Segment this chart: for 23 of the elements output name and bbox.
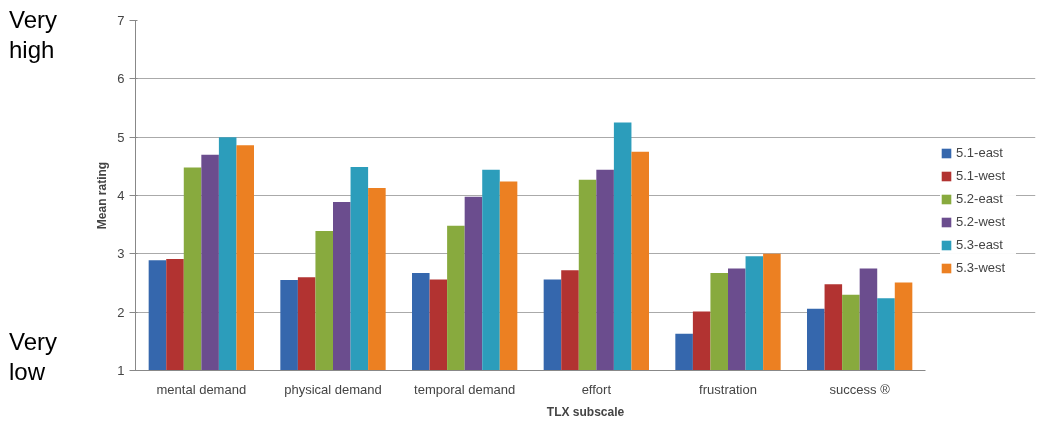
- y-tick-label: 2: [117, 304, 125, 320]
- legend-label: 5.1-east: [956, 145, 1004, 160]
- text: Very high: [9, 5, 59, 65]
- text: Very low: [9, 327, 59, 387]
- x-tick-label: mental demand: [156, 381, 247, 397]
- y-tick-label: 3: [117, 246, 125, 262]
- y-axis-title: Mean rating: [95, 161, 110, 230]
- y-tick-label: 4: [117, 188, 125, 203]
- x-tick-label: frustration: [699, 381, 757, 397]
- legend-label: 5.1-west: [956, 168, 1007, 183]
- x-tick-label: temporal demand: [414, 381, 516, 397]
- y-tick-label: 6: [117, 71, 125, 87]
- x-axis-title: TLX subscale: [546, 404, 625, 419]
- y-tick-label: 7: [117, 13, 125, 28]
- x-tick-label: effort: [581, 381, 612, 397]
- y-tick-label: 1: [117, 363, 125, 378]
- x-tick-label: success ®: [829, 381, 891, 397]
- y-tick-label: 5: [117, 129, 125, 145]
- legend-label: 5.3-east: [956, 237, 1004, 252]
- legend-label: 5.2-west: [956, 214, 1007, 229]
- legend-label: 5.3-west: [956, 260, 1007, 275]
- legend-label: 5.2-east: [956, 191, 1004, 206]
- x-tick-label: physical demand: [284, 381, 382, 397]
